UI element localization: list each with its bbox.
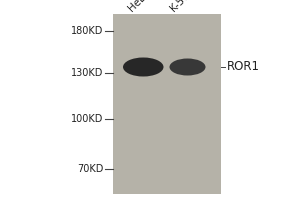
Text: 130KD: 130KD bbox=[71, 68, 104, 78]
Bar bbox=[112, 14, 220, 194]
Text: ROR1: ROR1 bbox=[226, 60, 260, 73]
Ellipse shape bbox=[123, 58, 164, 76]
Text: 100KD: 100KD bbox=[71, 114, 104, 124]
Ellipse shape bbox=[169, 58, 206, 75]
Text: K-562: K-562 bbox=[168, 0, 196, 13]
Text: HeLa: HeLa bbox=[126, 0, 152, 13]
Text: 70KD: 70KD bbox=[77, 164, 104, 174]
Text: 180KD: 180KD bbox=[71, 26, 104, 36]
